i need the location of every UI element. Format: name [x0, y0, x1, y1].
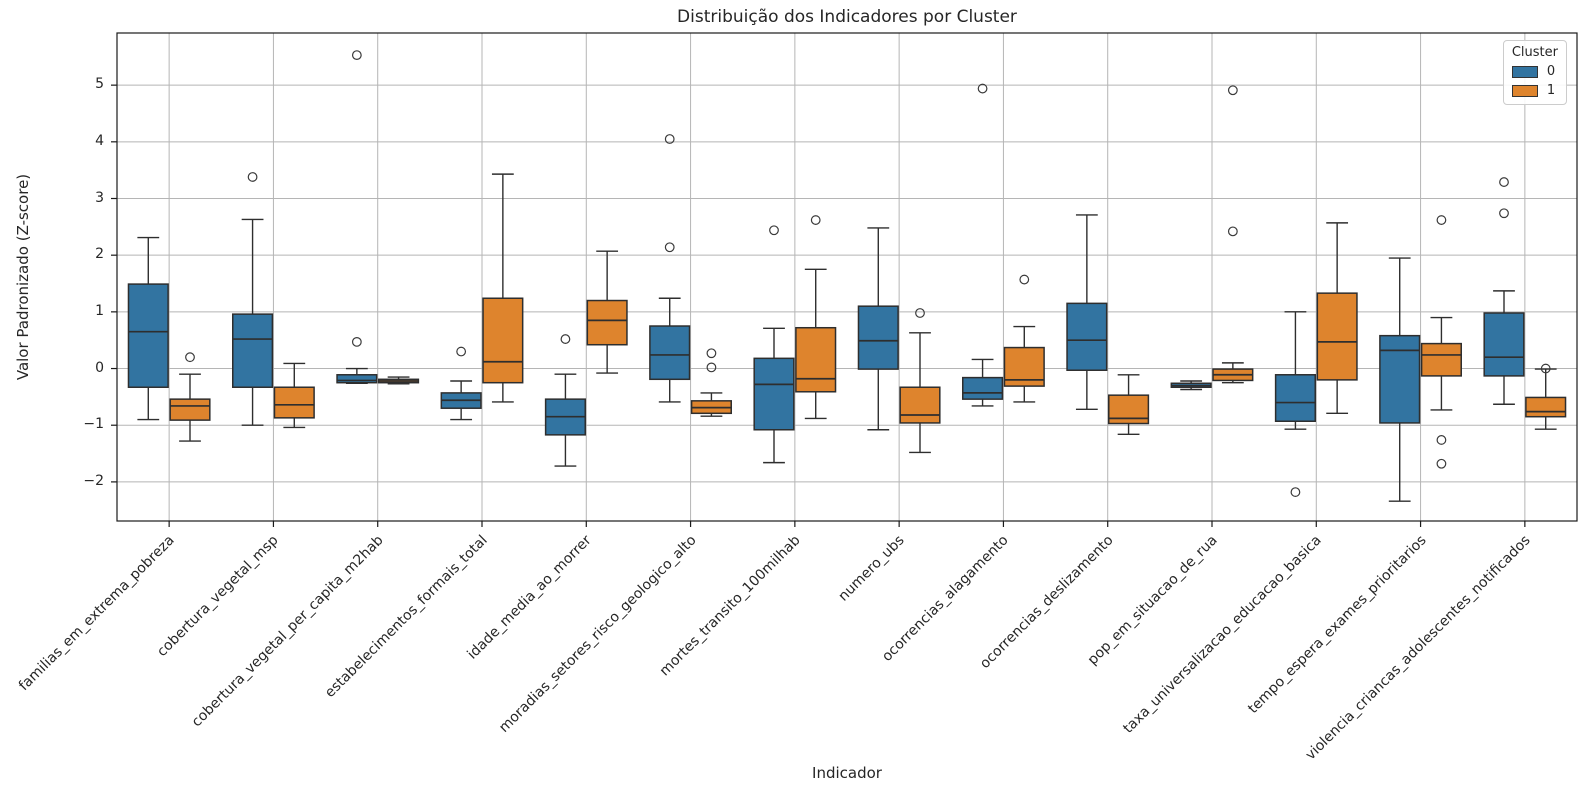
- outlier-cluster-0-idade_media_ao_morrer: [560, 334, 571, 344]
- box-cluster-0-moradias_setores_risco_geologico_alto: [649, 325, 691, 381]
- outlier-cluster-1-tempo_espera_exames_prioritarios: [1436, 215, 1447, 225]
- outlier-cluster-1-moradias_setores_risco_geologico_alto: [706, 362, 717, 373]
- box-cluster-0-mortes_transito_100milhab: [753, 357, 795, 431]
- box-cluster-0-familias_em_extrema_pobreza: [127, 283, 169, 388]
- box-cluster-0-violencia_criancas_adolescentes_notificados: [1483, 312, 1525, 377]
- y-tick-label: 1: [95, 302, 104, 319]
- outlier-cluster-0-moradias_setores_risco_geologico_alto: [664, 242, 675, 253]
- outlier-cluster-1-ocorrencias_alagamento: [1019, 274, 1030, 285]
- outlier-cluster-0-cobertura_vegetal_msp: [247, 172, 258, 182]
- box-cluster-1-violencia_criancas_adolescentes_notificados: [1525, 396, 1567, 418]
- outlier-cluster-1-mortes_transito_100milhab: [810, 215, 821, 225]
- outlier-cluster-1-numero_ubs: [915, 308, 925, 318]
- box-cluster-1-mortes_transito_100milhab: [795, 326, 837, 393]
- legend-swatch-cluster-0: [1511, 65, 1538, 78]
- outlier-cluster-1-familias_em_extrema_pobreza: [185, 352, 195, 363]
- box-cluster-1-ocorrencias_deslizamento: [1108, 394, 1150, 425]
- box-cluster-1-estabelecimentos_formais_total: [482, 297, 524, 384]
- y-tick-label: 3: [95, 189, 104, 206]
- outlier-cluster-0-violencia_criancas_adolescentes_notificados: [1499, 208, 1509, 219]
- outlier-cluster-1-pop_em_situacao_de_rua: [1227, 85, 1238, 96]
- legend-swatch-cluster-1: [1511, 84, 1538, 97]
- box-cluster-1-cobertura_vegetal_msp: [273, 386, 315, 419]
- y-tick-label: −1: [83, 416, 104, 433]
- outlier-cluster-0-cobertura_vegetal_per_capita_m2hab: [351, 50, 362, 61]
- box-cluster-0-ocorrencias_alagamento: [962, 376, 1004, 400]
- box-cluster-1-familias_em_extrema_pobreza: [169, 398, 211, 421]
- box-cluster-0-taxa_universalizacao_educacao_basica: [1274, 374, 1316, 422]
- box-cluster-0-tempo_espera_exames_prioritarios: [1379, 334, 1421, 424]
- x-axis-label: Indicador: [812, 764, 882, 782]
- box-cluster-0-ocorrencias_deslizamento: [1066, 302, 1108, 371]
- outlier-cluster-0-ocorrencias_alagamento: [977, 83, 988, 94]
- box-cluster-0-cobertura_vegetal_msp: [232, 313, 274, 388]
- chart-title: Distribuição dos Indicadores por Cluster: [677, 7, 1017, 27]
- y-tick-label: 0: [95, 359, 104, 376]
- y-tick-label: 5: [95, 76, 104, 93]
- outlier-cluster-0-violencia_criancas_adolescentes_notificados: [1499, 177, 1509, 187]
- outlier-cluster-1-tempo_espera_exames_prioritarios: [1436, 435, 1447, 445]
- outlier-cluster-0-estabelecimentos_formais_total: [456, 346, 467, 357]
- y-tick-label: 4: [95, 132, 104, 149]
- outlier-cluster-1-violencia_criancas_adolescentes_notificados: [1540, 363, 1551, 374]
- outlier-cluster-0-moradias_setores_risco_geologico_alto: [664, 134, 675, 144]
- y-tick-label: −2: [83, 472, 104, 489]
- box-cluster-1-tempo_espera_exames_prioritarios: [1420, 342, 1462, 377]
- outlier-cluster-1-tempo_espera_exames_prioritarios: [1436, 458, 1447, 469]
- axes-frame: [116, 32, 1578, 522]
- outlier-cluster-0-taxa_universalizacao_educacao_basica: [1290, 487, 1301, 497]
- y-tick-label: 2: [95, 246, 104, 263]
- legend-title: Cluster: [1511, 45, 1558, 60]
- legend-entry-label: 1: [1546, 83, 1556, 98]
- outlier-cluster-0-mortes_transito_100milhab: [769, 225, 779, 236]
- box-cluster-0-cobertura_vegetal_per_capita_m2hab: [336, 374, 378, 384]
- legend-entry-cluster-1: 1: [1511, 83, 1558, 98]
- outlier-cluster-1-moradias_setores_risco_geologico_alto: [706, 348, 717, 359]
- legend: Cluster 0 1: [1502, 40, 1567, 105]
- box-cluster-1-idade_media_ao_morrer: [586, 299, 628, 346]
- outlier-cluster-1-pop_em_situacao_de_rua: [1227, 226, 1238, 237]
- box-cluster-1-numero_ubs: [899, 386, 941, 424]
- legend-entry-label: 0: [1546, 64, 1556, 79]
- outlier-cluster-0-cobertura_vegetal_per_capita_m2hab: [351, 336, 362, 347]
- box-cluster-0-numero_ubs: [857, 305, 899, 370]
- box-cluster-1-taxa_universalizacao_educacao_basica: [1316, 292, 1358, 381]
- legend-entry-cluster-0: 0: [1511, 64, 1558, 79]
